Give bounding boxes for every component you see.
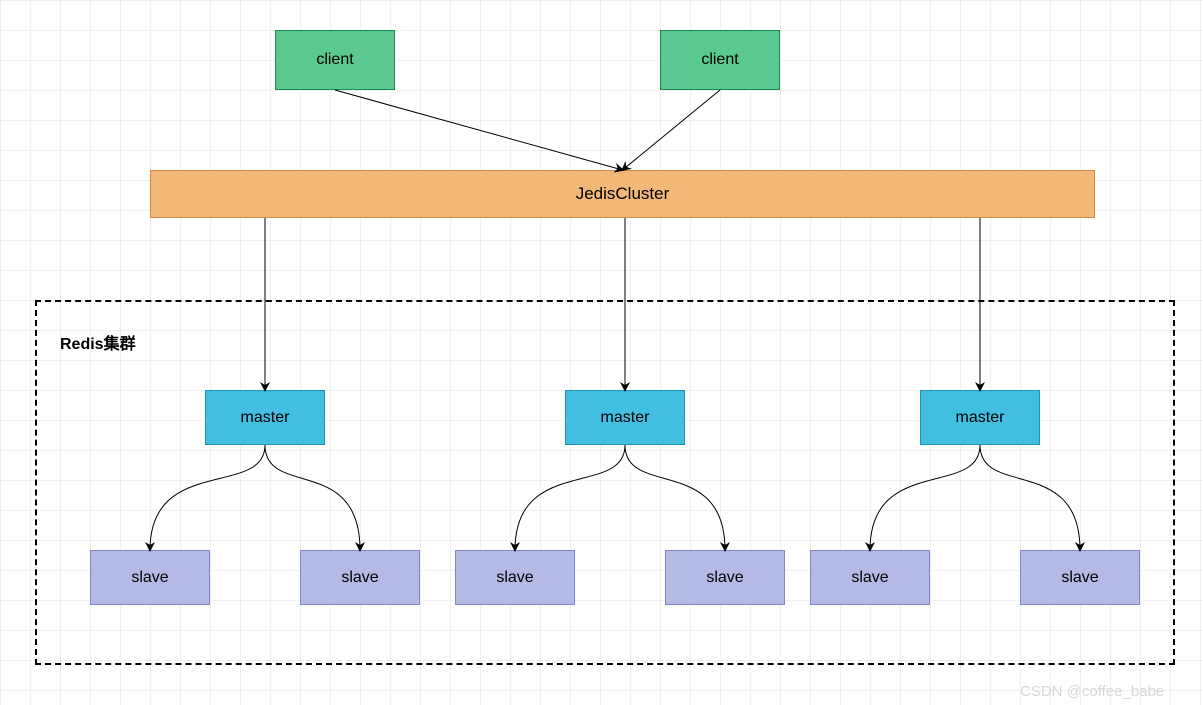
node-label: client [316, 51, 353, 69]
node-label: client [701, 51, 738, 69]
node-jedis: JedisCluster [150, 170, 1095, 218]
redis-cluster-label: Redis集群 [60, 330, 136, 354]
diagram-canvas: clientclientJedisClustermastermastermast… [0, 0, 1203, 705]
node-client2: client [660, 30, 780, 90]
redis-cluster-box [35, 300, 1175, 665]
watermark: CSDN @coffee_babe [1020, 683, 1164, 700]
node-label: JedisCluster [576, 184, 670, 204]
node-client1: client [275, 30, 395, 90]
